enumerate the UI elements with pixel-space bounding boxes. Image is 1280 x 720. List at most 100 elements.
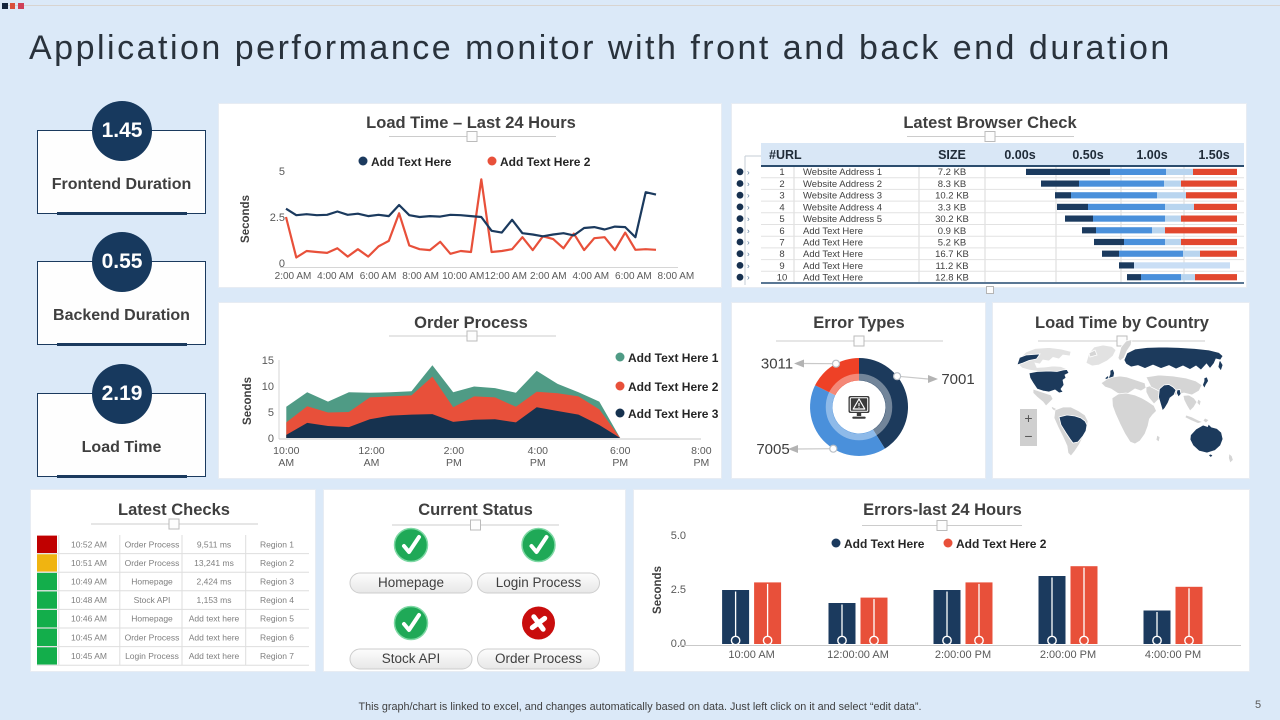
svg-text:10:52 AM: 10:52 AM: [71, 539, 107, 549]
svg-text:10:00: 10:00: [273, 445, 299, 457]
svg-text:Add Text Here 3: Add Text Here 3: [628, 407, 719, 421]
svg-text:5: 5: [779, 214, 784, 225]
svg-text:Order Process: Order Process: [495, 651, 582, 666]
svg-text:›: ›: [747, 273, 750, 282]
svg-text:Region 2: Region 2: [260, 558, 294, 568]
svg-text:6:00 AM: 6:00 AM: [615, 271, 652, 282]
svg-text:7: 7: [779, 237, 784, 248]
svg-text:Add Text Here 2: Add Text Here 2: [500, 155, 591, 169]
svg-text:7005: 7005: [756, 441, 789, 458]
svg-text:Order Process: Order Process: [414, 314, 528, 332]
svg-text:Region 1: Region 1: [260, 539, 294, 549]
svg-text:PM: PM: [694, 457, 710, 469]
svg-text:2:00 AM: 2:00 AM: [530, 271, 567, 282]
svg-text:Order Process: Order Process: [125, 558, 180, 568]
svg-text:30.2 KB: 30.2 KB: [935, 214, 969, 225]
svg-text:SIZE: SIZE: [938, 148, 966, 162]
svg-text:Website Address 4: Website Address 4: [803, 202, 882, 213]
svg-text:8:00 AM: 8:00 AM: [658, 271, 695, 282]
svg-text:›: ›: [747, 168, 750, 177]
svg-text:0.00s: 0.00s: [1004, 148, 1035, 162]
svg-text:0.50s: 0.50s: [1072, 148, 1103, 162]
svg-text:Website Address 3: Website Address 3: [803, 191, 882, 202]
svg-text:7.2 KB: 7.2 KB: [938, 167, 967, 178]
svg-text:10: 10: [262, 381, 274, 393]
svg-text:5: 5: [268, 407, 274, 419]
svg-text:3.3 KB: 3.3 KB: [938, 202, 967, 213]
svg-text:Region 5: Region 5: [260, 614, 294, 624]
svg-text:Add Text Here: Add Text Here: [803, 237, 863, 248]
svg-text:Homepage: Homepage: [131, 614, 173, 624]
svg-text:4:00: 4:00: [528, 445, 549, 457]
svg-text:›: ›: [747, 203, 750, 212]
svg-text:#URL: #URL: [769, 148, 802, 162]
svg-text:Homepage: Homepage: [131, 577, 173, 587]
svg-text:12:00 AM: 12:00 AM: [485, 271, 527, 282]
svg-text:7001: 7001: [941, 371, 974, 388]
svg-text:›: ›: [747, 180, 750, 189]
svg-text:8.3 KB: 8.3 KB: [938, 179, 967, 190]
svg-text:PM: PM: [446, 457, 462, 469]
svg-text:Add Text Here 2: Add Text Here 2: [628, 380, 719, 394]
svg-text:10: 10: [777, 273, 788, 284]
svg-text:6:00: 6:00: [610, 445, 631, 457]
svg-text:2,424 ms: 2,424 ms: [197, 577, 232, 587]
svg-text:Stock API: Stock API: [382, 651, 441, 666]
svg-text:0: 0: [279, 258, 285, 270]
svg-text:10:45 AM: 10:45 AM: [71, 632, 107, 642]
svg-text:Latest Browser Check: Latest Browser Check: [903, 114, 1077, 132]
svg-text:11.2 KB: 11.2 KB: [935, 261, 968, 272]
svg-text:PM: PM: [612, 457, 628, 469]
svg-text:10:51 AM: 10:51 AM: [71, 558, 107, 568]
svg-text:12:00:00 AM: 12:00:00 AM: [827, 649, 889, 661]
svg-text:Website Address 1: Website Address 1: [803, 167, 882, 178]
svg-text:Login Process: Login Process: [496, 575, 582, 590]
svg-text:Add Text Here 1: Add Text Here 1: [628, 351, 719, 365]
svg-text:12.8 KB: 12.8 KB: [935, 273, 969, 284]
svg-text:Current Status: Current Status: [418, 501, 533, 519]
svg-text:0.9 KB: 0.9 KB: [938, 226, 967, 237]
svg-text:2.5: 2.5: [671, 584, 686, 596]
svg-text:2:00:00 PM: 2:00:00 PM: [935, 649, 991, 661]
svg-text:8: 8: [779, 249, 784, 260]
svg-text:›: ›: [747, 261, 750, 270]
svg-text:›: ›: [747, 250, 750, 259]
svg-text:10.2 KB: 10.2 KB: [935, 191, 969, 202]
svg-text:6:00 AM: 6:00 AM: [360, 271, 397, 282]
svg-text:0: 0: [268, 433, 274, 445]
svg-text:3: 3: [779, 191, 784, 202]
svg-text:2:00 AM: 2:00 AM: [275, 271, 312, 282]
svg-text:Seconds: Seconds: [242, 377, 254, 425]
svg-text:Add Text Here: Add Text Here: [803, 261, 863, 272]
svg-text:2: 2: [779, 179, 784, 190]
svg-text:Order Process: Order Process: [125, 539, 180, 549]
svg-text:12:00: 12:00: [358, 445, 384, 457]
svg-text:1.50s: 1.50s: [1198, 148, 1229, 162]
svg-text:10:49 AM: 10:49 AM: [71, 577, 107, 587]
svg-text:2:00:00 PM: 2:00:00 PM: [1040, 649, 1096, 661]
svg-text:−: −: [1024, 428, 1032, 444]
svg-text:8:00 AM: 8:00 AM: [402, 271, 439, 282]
svg-text:Load Time – Last 24 Hours: Load Time – Last 24 Hours: [366, 114, 576, 132]
svg-text:Seconds: Seconds: [240, 195, 252, 243]
svg-text:Add text here: Add text here: [189, 614, 240, 624]
svg-text:10:48 AM: 10:48 AM: [71, 595, 107, 605]
svg-text:6: 6: [779, 226, 784, 237]
svg-text:Errors-last 24 Hours: Errors-last 24 Hours: [863, 501, 1022, 519]
svg-text:4:00 AM: 4:00 AM: [317, 271, 354, 282]
svg-text:1: 1: [779, 167, 784, 178]
svg-text:Region 4: Region 4: [260, 595, 294, 605]
svg-text:Latest Checks: Latest Checks: [118, 501, 230, 519]
svg-text:2.5: 2.5: [270, 212, 285, 224]
svg-text:Error Types: Error Types: [813, 314, 904, 332]
svg-text:5: 5: [279, 166, 285, 178]
svg-text:10:00 AM: 10:00 AM: [728, 649, 774, 661]
svg-text:8:00: 8:00: [691, 445, 712, 457]
svg-text:5.2 KB: 5.2 KB: [938, 237, 967, 248]
svg-text:2:00: 2:00: [444, 445, 465, 457]
svg-text:PM: PM: [530, 457, 546, 469]
svg-text:16.7 KB: 16.7 KB: [935, 249, 969, 260]
svg-text:10:46 AM: 10:46 AM: [71, 614, 107, 624]
svg-text:1.00s: 1.00s: [1136, 148, 1167, 162]
svg-text:AM: AM: [278, 457, 294, 469]
